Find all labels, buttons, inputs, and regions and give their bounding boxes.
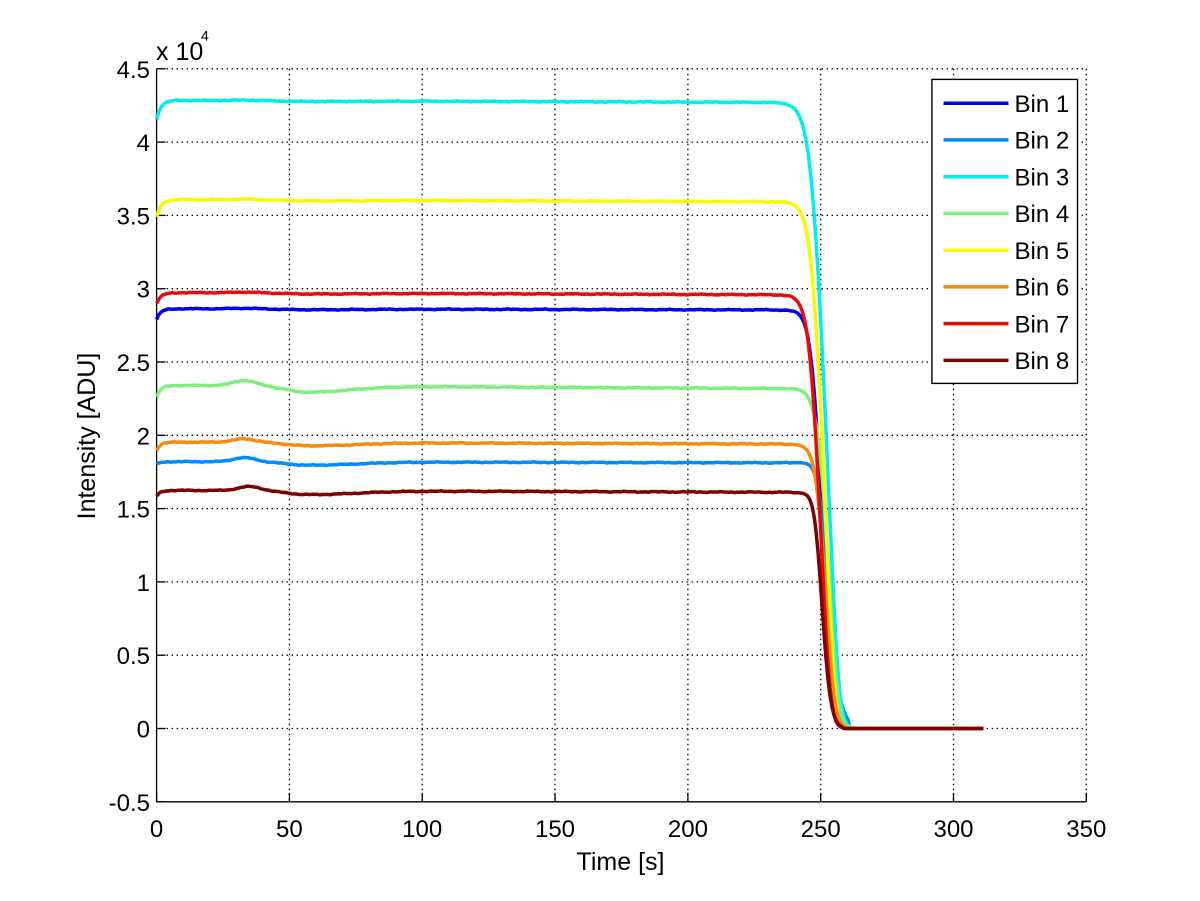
svg-text:x 10: x 10 xyxy=(156,38,203,66)
svg-text:4.5: 4.5 xyxy=(117,57,150,84)
svg-text:Intensity [ADU]: Intensity [ADU] xyxy=(73,353,101,520)
svg-text:Bin 4: Bin 4 xyxy=(1015,201,1070,228)
svg-text:Bin 6: Bin 6 xyxy=(1015,275,1070,302)
svg-text:3: 3 xyxy=(137,277,150,304)
svg-text:Bin 7: Bin 7 xyxy=(1015,311,1070,338)
svg-text:300: 300 xyxy=(933,816,973,843)
svg-text:100: 100 xyxy=(402,816,442,843)
svg-text:4: 4 xyxy=(201,28,209,44)
svg-text:2: 2 xyxy=(137,423,150,450)
svg-text:Time [s]: Time [s] xyxy=(577,848,665,876)
svg-text:Bin 1: Bin 1 xyxy=(1015,91,1070,118)
svg-text:1: 1 xyxy=(137,570,150,597)
svg-text:2.5: 2.5 xyxy=(117,350,150,377)
svg-text:4: 4 xyxy=(137,130,150,157)
svg-text:250: 250 xyxy=(801,816,841,843)
svg-text:Bin 3: Bin 3 xyxy=(1015,164,1070,191)
svg-text:0: 0 xyxy=(150,816,163,843)
svg-text:-0.5: -0.5 xyxy=(109,790,150,817)
svg-text:350: 350 xyxy=(1066,816,1106,843)
svg-text:0: 0 xyxy=(137,717,150,744)
svg-text:3.5: 3.5 xyxy=(117,203,150,230)
svg-text:Bin 8: Bin 8 xyxy=(1015,348,1070,375)
svg-text:Bin 2: Bin 2 xyxy=(1015,128,1070,155)
svg-text:1.5: 1.5 xyxy=(117,497,150,524)
svg-text:Bin 5: Bin 5 xyxy=(1015,238,1070,265)
svg-text:200: 200 xyxy=(668,816,708,843)
svg-text:50: 50 xyxy=(276,816,303,843)
svg-text:0.5: 0.5 xyxy=(117,643,150,670)
svg-text:150: 150 xyxy=(535,816,575,843)
